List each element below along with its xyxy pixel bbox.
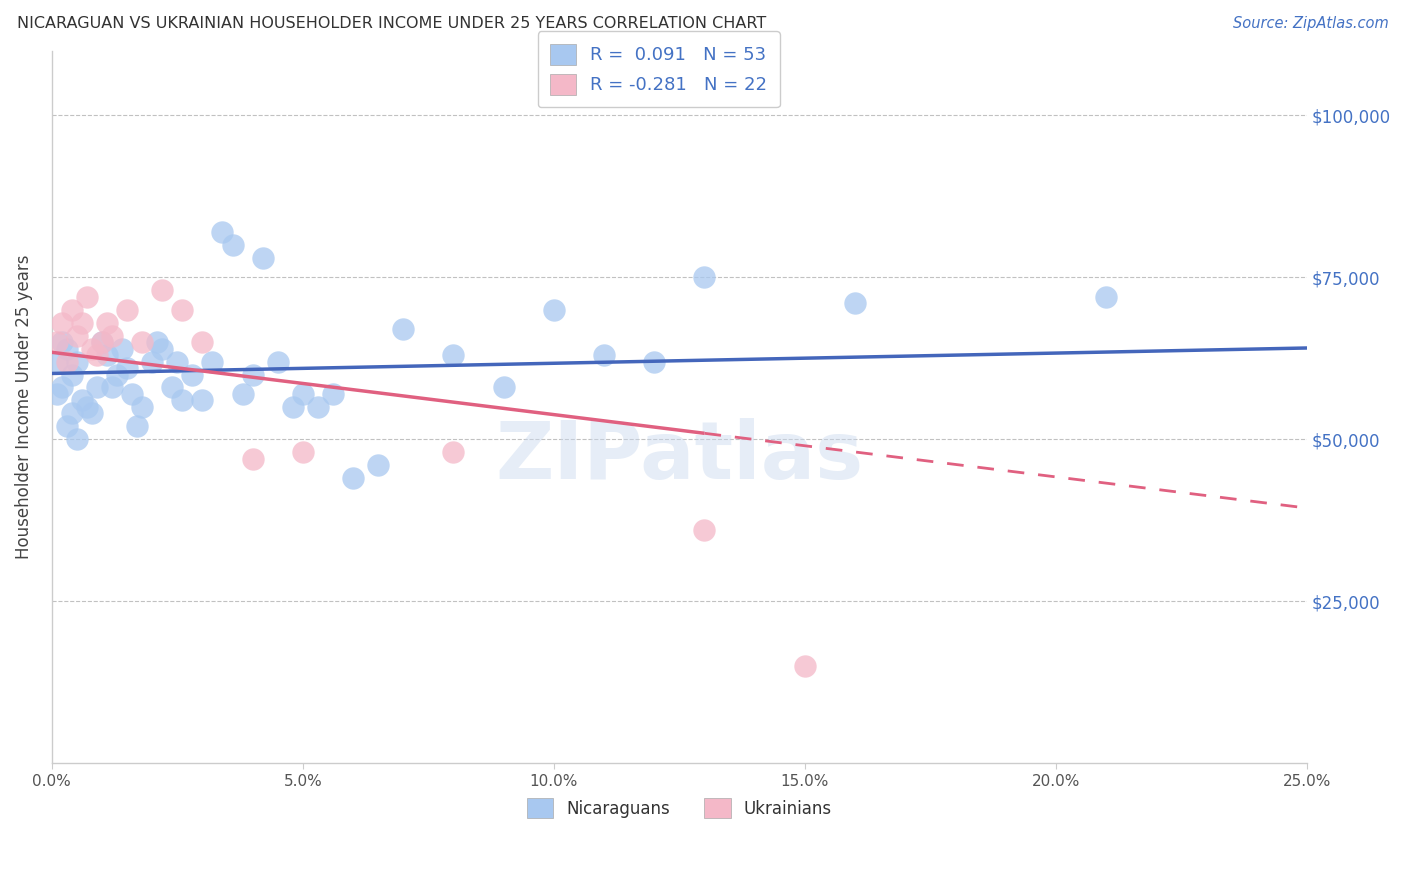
Point xyxy=(141,354,163,368)
Point xyxy=(76,290,98,304)
Point xyxy=(86,348,108,362)
Point xyxy=(844,296,866,310)
Point xyxy=(66,354,89,368)
Point xyxy=(56,342,79,356)
Point xyxy=(793,659,815,673)
Point xyxy=(172,393,194,408)
Point xyxy=(131,400,153,414)
Legend: Nicaraguans, Ukrainians: Nicaraguans, Ukrainians xyxy=(519,790,841,826)
Point xyxy=(80,342,103,356)
Point xyxy=(162,380,184,394)
Point xyxy=(70,393,93,408)
Point xyxy=(115,361,138,376)
Point xyxy=(45,354,67,368)
Point xyxy=(66,432,89,446)
Y-axis label: Householder Income Under 25 years: Householder Income Under 25 years xyxy=(15,254,32,559)
Point xyxy=(60,302,83,317)
Point xyxy=(191,335,214,350)
Point xyxy=(441,348,464,362)
Point xyxy=(643,354,665,368)
Point xyxy=(66,328,89,343)
Point xyxy=(693,270,716,285)
Point xyxy=(342,471,364,485)
Point xyxy=(322,387,344,401)
Point xyxy=(56,354,79,368)
Point xyxy=(60,406,83,420)
Point xyxy=(45,335,67,350)
Point xyxy=(150,342,173,356)
Point xyxy=(201,354,224,368)
Point xyxy=(101,380,124,394)
Point xyxy=(252,251,274,265)
Point xyxy=(281,400,304,414)
Point xyxy=(221,238,243,252)
Point xyxy=(543,302,565,317)
Point xyxy=(367,458,389,473)
Point xyxy=(96,348,118,362)
Point xyxy=(51,335,73,350)
Point xyxy=(51,316,73,330)
Point xyxy=(91,335,114,350)
Point xyxy=(232,387,254,401)
Point xyxy=(267,354,290,368)
Point xyxy=(115,302,138,317)
Point xyxy=(593,348,616,362)
Point xyxy=(105,368,128,382)
Point xyxy=(60,368,83,382)
Point xyxy=(56,419,79,434)
Point xyxy=(492,380,515,394)
Point xyxy=(191,393,214,408)
Point xyxy=(131,335,153,350)
Text: Source: ZipAtlas.com: Source: ZipAtlas.com xyxy=(1233,16,1389,31)
Point xyxy=(242,451,264,466)
Text: ZIPatlas: ZIPatlas xyxy=(495,417,863,496)
Point xyxy=(51,380,73,394)
Point xyxy=(242,368,264,382)
Text: NICARAGUAN VS UKRAINIAN HOUSEHOLDER INCOME UNDER 25 YEARS CORRELATION CHART: NICARAGUAN VS UKRAINIAN HOUSEHOLDER INCO… xyxy=(17,16,766,31)
Point xyxy=(441,445,464,459)
Point xyxy=(121,387,143,401)
Point xyxy=(166,354,188,368)
Point xyxy=(693,523,716,537)
Point xyxy=(291,445,314,459)
Point xyxy=(181,368,204,382)
Point xyxy=(96,316,118,330)
Point xyxy=(111,342,134,356)
Point xyxy=(80,406,103,420)
Point xyxy=(70,316,93,330)
Point xyxy=(127,419,149,434)
Point xyxy=(172,302,194,317)
Point xyxy=(76,400,98,414)
Point xyxy=(146,335,169,350)
Point xyxy=(101,328,124,343)
Point xyxy=(392,322,415,336)
Point xyxy=(150,283,173,297)
Point xyxy=(291,387,314,401)
Point xyxy=(307,400,329,414)
Point xyxy=(1095,290,1118,304)
Point xyxy=(211,225,233,239)
Point xyxy=(91,335,114,350)
Point xyxy=(45,387,67,401)
Point xyxy=(86,380,108,394)
